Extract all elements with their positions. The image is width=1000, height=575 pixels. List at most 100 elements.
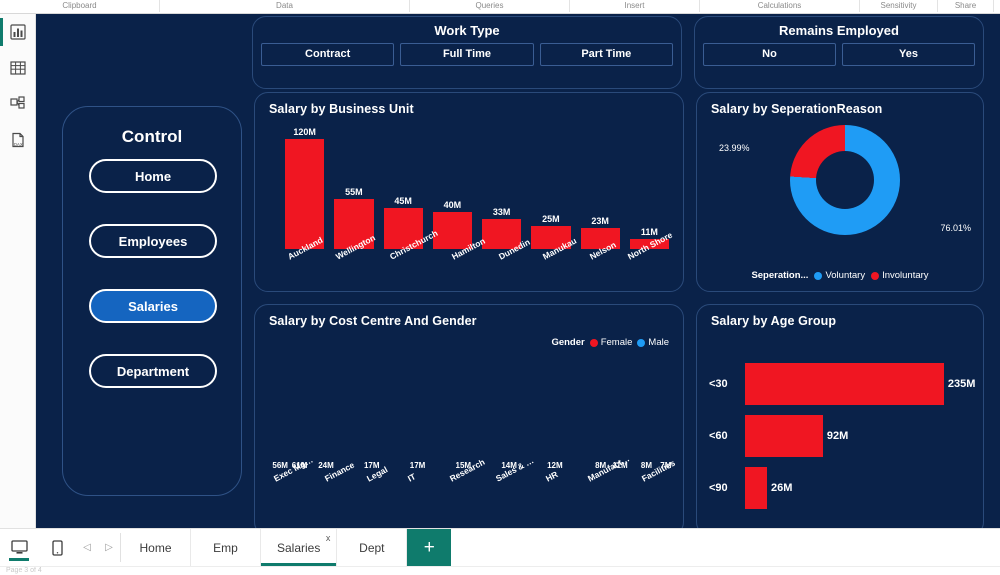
legend-item-female[interactable]: Female — [589, 337, 632, 348]
bar-group[interactable]: 12M — [546, 363, 584, 471]
legend-item-involuntary[interactable]: Involuntary — [871, 270, 929, 281]
slicer-option-part-time[interactable]: Part Time — [539, 43, 673, 66]
donut-plot-area: 23.99% 76.01% Seperation... Voluntary In… — [697, 115, 983, 291]
bar-column[interactable]: 23M — [580, 139, 620, 249]
report-canvas: Work Type Contract Full Time Part Time Rem… — [36, 14, 1000, 536]
page-tab-label: Salaries — [277, 540, 321, 555]
bar-fill — [482, 218, 522, 249]
add-page-button[interactable]: + — [407, 529, 452, 566]
nav-button-label: Employees — [118, 233, 188, 249]
page-tab-bar: ◁ ▷ Home Emp Salaries x Dept + — [0, 528, 1000, 566]
mobile-layout-icon[interactable] — [38, 529, 76, 566]
chart-title-business-unit: Salary by Business Unit — [269, 102, 414, 116]
bar-value-label: 17M — [363, 461, 380, 470]
bar-fill — [580, 227, 620, 249]
gender-legend: Gender Female Male — [551, 337, 669, 348]
bar-fill — [745, 363, 944, 405]
prev-page-arrow[interactable]: ◁ — [83, 542, 91, 553]
nav-button-employees[interactable]: Employees — [89, 224, 217, 258]
bar-group[interactable]: 56M 61M — [271, 363, 309, 471]
nav-button-salaries[interactable]: Salaries — [89, 289, 217, 323]
bar-column[interactable]: 11M — [629, 139, 669, 249]
bar-fill — [285, 139, 325, 249]
chart-salary-by-cost-centre-and-gender[interactable]: Salary by Cost Centre And Gender Gender … — [254, 304, 684, 536]
bar-group[interactable]: 8M 7M — [637, 363, 675, 471]
slicer-remains-employed-title: Remains Employed — [779, 23, 899, 38]
bar-column[interactable]: 120M — [285, 127, 325, 249]
close-icon[interactable]: x — [325, 533, 331, 543]
bar-group[interactable]: 24M — [317, 363, 355, 471]
chart-salary-by-business-unit[interactable]: Salary by Business Unit 120M 55M 45M 40M 33M… — [254, 92, 684, 292]
donut-ring[interactable] — [790, 125, 900, 235]
bar-value-label: 15M — [455, 461, 472, 470]
ribbon-group-insert: Insert — [570, 0, 700, 12]
nav-button-home[interactable]: Home — [89, 159, 217, 193]
control-panel: Control Home Employees Salaries Department — [62, 106, 242, 496]
slicer-option-contract[interactable]: Contract — [261, 43, 395, 66]
model-view-icon[interactable] — [0, 86, 36, 122]
bar-column[interactable]: 55M — [334, 139, 374, 249]
ribbon-group-calculations: Calculations — [700, 0, 860, 12]
bar-group[interactable]: 17M — [408, 363, 446, 471]
bar-value-label: 45M — [394, 195, 412, 206]
bar-column[interactable]: 45M — [383, 139, 423, 249]
bar-fill — [745, 467, 767, 509]
table-view-icon[interactable] — [0, 50, 36, 86]
bar-value-label: 235M — [947, 378, 976, 390]
chart-salary-by-age-group[interactable]: Salary by Age Group <30 235M <60 92M <90 26M — [696, 304, 984, 536]
next-page-arrow[interactable]: ▷ — [105, 542, 113, 553]
ribbon-group-clipboard: Clipboard — [0, 0, 160, 12]
slicer-remains-employed[interactable]: Remains Employed No Yes — [694, 16, 984, 89]
bar-column[interactable]: 40M — [432, 139, 472, 249]
bar-fill — [334, 198, 374, 249]
report-view-icon[interactable] — [0, 14, 36, 50]
bar-value-label: 8M — [640, 461, 652, 470]
business-unit-plot-area: 120M 55M 45M 40M 33M 25M 23M 11M Auckland Wellin… — [277, 121, 674, 285]
slicer-option-yes[interactable]: Yes — [842, 43, 975, 66]
bar-value-label: 26M — [771, 482, 793, 494]
page-tab-home[interactable]: Home — [121, 529, 191, 566]
chart-title-age-group: Salary by Age Group — [711, 314, 837, 328]
bar-row[interactable]: <90 26M — [709, 467, 971, 509]
bar-value-label: 11M — [612, 461, 628, 470]
ribbon-group-queries: Queries — [410, 0, 570, 12]
age-group-plot-area: <30 235M <60 92M <90 26M — [709, 341, 975, 521]
dax-query-view-icon[interactable]: DAX — [0, 122, 36, 158]
legend-item-voluntary[interactable]: Voluntary — [814, 270, 865, 281]
slicer-work-type-title: Work Type — [434, 23, 500, 38]
bar-group[interactable]: 17M — [363, 363, 401, 471]
page-tab-label: Dept — [359, 540, 385, 555]
bar-value-label: 40M — [443, 200, 462, 211]
donut-label-involuntary: 23.99% — [719, 143, 750, 153]
bar-value-label: 55M — [345, 186, 363, 197]
page-tab-dept[interactable]: Dept — [337, 529, 408, 566]
bar-group[interactable]: 15M — [454, 363, 492, 471]
bar-group[interactable]: 14M — [500, 363, 538, 471]
slicer-option-full-time[interactable]: Full Time — [400, 43, 534, 66]
bar-category-label: <60 — [709, 430, 728, 442]
bar-track: 26M — [745, 467, 971, 509]
bar-column[interactable]: 25M — [531, 139, 571, 249]
nav-button-label: Home — [134, 168, 172, 184]
bar-group[interactable]: 8M 11M — [591, 363, 629, 471]
slicer-option-no[interactable]: No — [703, 43, 836, 66]
control-panel-title: Control — [121, 127, 183, 146]
bar-column[interactable]: 33M — [482, 139, 522, 249]
page-tab-label: Home — [139, 540, 172, 555]
status-bar: Page 3 of 4 — [0, 566, 1000, 575]
gender-legend-title: Gender — [551, 337, 585, 348]
bar-row[interactable]: <30 235M — [709, 363, 975, 405]
bar-value-label: 7M — [660, 461, 672, 470]
nav-button-department[interactable]: Department — [89, 354, 217, 388]
page-tab-emp[interactable]: Emp — [191, 529, 261, 566]
bar-value-label: 23M — [591, 215, 609, 226]
bar-fill — [629, 238, 669, 249]
legend-label-male: Male — [648, 337, 669, 348]
slicer-work-type[interactable]: Work Type Contract Full Time Part Time — [252, 16, 682, 89]
desktop-layout-icon[interactable] — [0, 529, 38, 566]
bar-row[interactable]: <60 92M — [709, 415, 971, 457]
legend-item-male[interactable]: Male — [637, 337, 669, 348]
view-switch-rail: DAX — [0, 14, 36, 528]
chart-salary-by-seperation-reason[interactable]: Salary by SeperationReason 23.99% 76.01%… — [696, 92, 984, 292]
page-tab-salaries[interactable]: Salaries x — [261, 529, 338, 566]
